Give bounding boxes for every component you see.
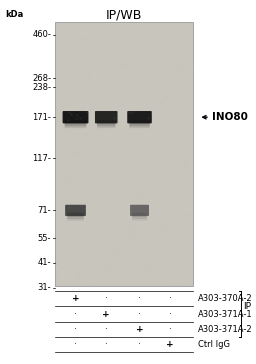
Text: ·: ·: [169, 310, 172, 318]
Text: A303-370A-2: A303-370A-2: [198, 294, 252, 303]
Text: ·: ·: [138, 310, 141, 318]
FancyBboxPatch shape: [67, 212, 84, 215]
Text: 41-: 41-: [38, 258, 51, 267]
FancyBboxPatch shape: [65, 125, 87, 128]
FancyBboxPatch shape: [127, 111, 152, 123]
FancyBboxPatch shape: [97, 125, 115, 128]
Text: +: +: [166, 340, 174, 349]
Text: ·: ·: [105, 340, 108, 349]
Text: ·: ·: [138, 340, 141, 349]
FancyBboxPatch shape: [132, 214, 147, 217]
Text: IP/WB: IP/WB: [106, 8, 142, 21]
FancyBboxPatch shape: [132, 218, 147, 221]
Text: 117-: 117-: [32, 154, 51, 163]
FancyBboxPatch shape: [132, 212, 147, 215]
Text: 460-: 460-: [32, 30, 51, 39]
FancyBboxPatch shape: [97, 120, 115, 123]
Text: ·: ·: [74, 310, 77, 318]
Text: INO80: INO80: [212, 112, 248, 122]
Text: 171-: 171-: [32, 113, 51, 122]
FancyBboxPatch shape: [129, 125, 150, 128]
Text: ·: ·: [169, 325, 172, 334]
Text: 55-: 55-: [38, 234, 51, 243]
Text: A303-371A-1: A303-371A-1: [198, 310, 252, 318]
FancyBboxPatch shape: [97, 122, 115, 124]
FancyBboxPatch shape: [65, 123, 87, 126]
Text: ·: ·: [169, 294, 172, 303]
FancyBboxPatch shape: [67, 218, 84, 221]
FancyBboxPatch shape: [129, 123, 150, 126]
FancyBboxPatch shape: [129, 120, 150, 123]
FancyBboxPatch shape: [129, 122, 150, 124]
Text: kDa: kDa: [5, 10, 23, 19]
FancyBboxPatch shape: [67, 214, 84, 217]
Text: 31-: 31-: [38, 283, 51, 292]
Text: IP: IP: [243, 302, 251, 311]
Text: ·: ·: [105, 294, 108, 303]
Text: +: +: [136, 325, 143, 334]
FancyBboxPatch shape: [65, 120, 87, 123]
FancyBboxPatch shape: [65, 122, 87, 124]
Bar: [55, 22, 193, 286]
Text: +: +: [72, 294, 79, 303]
Text: A303-371A-2: A303-371A-2: [198, 325, 252, 334]
Text: ·: ·: [74, 340, 77, 349]
Text: ·: ·: [74, 325, 77, 334]
Text: 268-: 268-: [32, 74, 51, 83]
Text: Ctrl IgG: Ctrl IgG: [198, 340, 230, 349]
FancyBboxPatch shape: [95, 111, 118, 123]
FancyBboxPatch shape: [62, 111, 89, 123]
FancyBboxPatch shape: [130, 205, 149, 216]
Text: ·: ·: [105, 325, 108, 334]
Text: 71-: 71-: [38, 206, 51, 215]
Text: ·: ·: [138, 294, 141, 303]
Text: 238-: 238-: [32, 83, 51, 92]
FancyBboxPatch shape: [65, 205, 86, 216]
FancyBboxPatch shape: [132, 216, 147, 219]
FancyBboxPatch shape: [67, 216, 84, 219]
FancyBboxPatch shape: [97, 123, 115, 126]
Text: +: +: [102, 310, 110, 318]
